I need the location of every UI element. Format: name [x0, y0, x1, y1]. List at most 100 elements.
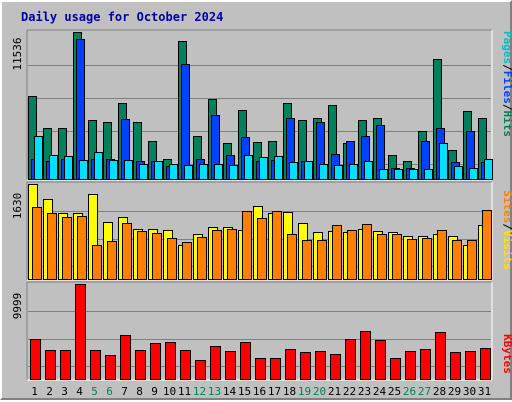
x-tick-label-day-22: 22 [343, 385, 356, 398]
bar-kbytes-day-25 [390, 358, 401, 380]
side-label-top: Pages/Files/Hits [501, 31, 512, 137]
bar-pages-day-25 [394, 169, 403, 180]
bar-sites-day-16 [257, 218, 267, 280]
bar-kbytes-day-30 [465, 351, 476, 380]
bar-sites-day-14 [227, 229, 237, 280]
bar-kbytes-day-31 [480, 348, 491, 380]
x-tick-label-day-28: 28 [433, 385, 446, 398]
bar-sites-day-22 [347, 230, 357, 280]
panel-3: 9999 [11, 281, 493, 381]
x-tick-label-day-12: 12 [193, 385, 206, 398]
bar-sites-day-10 [167, 238, 177, 280]
bar-pages-day-29 [454, 166, 463, 180]
bar-pages-day-17 [274, 156, 283, 180]
bar-pages-day-28 [439, 143, 448, 180]
bar-sites-day-30 [467, 240, 477, 280]
bar-sites-day-28 [437, 230, 447, 280]
panel-2: 1630 [11, 181, 493, 281]
bar-kbytes-day-21 [330, 354, 341, 380]
side-label-middle: Sites/Visits [501, 190, 512, 270]
x-tick-label-day-2: 2 [46, 385, 53, 398]
bar-sites-day-6 [107, 241, 117, 280]
bar-pages-day-24 [379, 169, 388, 180]
side-label-part: KBytes [501, 334, 512, 374]
bar-pages-day-8 [139, 164, 148, 180]
x-tick-label-day-18: 18 [283, 385, 296, 398]
x-tick-label-day-9: 9 [151, 385, 158, 398]
x-tick-label-day-23: 23 [358, 385, 371, 398]
bar-pages-day-7 [124, 160, 133, 180]
bar-kbytes-day-18 [285, 349, 296, 380]
x-tick-label-day-13: 13 [208, 385, 221, 398]
bar-sites-day-23 [362, 224, 372, 280]
y-axis-max-label: 11536 [11, 37, 24, 70]
bar-pages-day-22 [349, 164, 358, 180]
bar-kbytes-day-15 [240, 342, 251, 380]
x-tick-label-day-7: 7 [121, 385, 128, 398]
bar-pages-day-11 [184, 165, 193, 180]
bar-kbytes-day-17 [270, 358, 281, 380]
x-tick-label-day-4: 4 [76, 385, 83, 398]
bar-sites-day-21 [332, 225, 342, 280]
x-tick-label-day-24: 24 [373, 385, 387, 398]
bar-kbytes-day-4 [75, 284, 86, 380]
x-tick-label-day-10: 10 [163, 385, 176, 398]
bar-kbytes-day-10 [165, 342, 176, 380]
bar-sites-day-12 [197, 237, 207, 280]
bar-sites-day-15 [242, 211, 252, 280]
bar-pages-day-14 [229, 165, 238, 180]
y-axis-max-label: 1630 [11, 193, 24, 220]
bar-sites-day-27 [422, 238, 432, 280]
bar-sites-day-13 [212, 230, 222, 280]
bar-kbytes-day-22 [345, 339, 356, 380]
bar-pages-day-27 [424, 169, 433, 180]
x-tick-label-day-14: 14 [223, 385, 237, 398]
bar-pages-day-4 [79, 160, 88, 180]
bar-pages-day-23 [364, 161, 373, 180]
bar-pages-day-5 [94, 152, 103, 180]
bar-kbytes-day-8 [135, 350, 146, 380]
bar-sites-day-19 [302, 240, 312, 280]
bar-kbytes-day-1 [30, 339, 41, 380]
x-tick-label-day-8: 8 [136, 385, 143, 398]
x-tick-label-day-1: 1 [31, 385, 38, 398]
bar-pages-day-1 [34, 136, 43, 180]
x-tick-label-day-30: 30 [463, 385, 476, 398]
bar-kbytes-day-14 [225, 351, 236, 380]
bar-kbytes-day-5 [90, 350, 101, 380]
bar-sites-day-24 [377, 234, 387, 280]
bar-pages-day-31 [484, 159, 493, 180]
bar-kbytes-day-19 [300, 352, 311, 380]
bar-pages-day-6 [109, 160, 118, 180]
side-label-bottom: KBytes [501, 334, 512, 374]
x-tick-label-day-31: 31 [478, 385, 491, 398]
bar-sites-day-1 [32, 207, 42, 280]
bar-sites-day-17 [272, 211, 282, 280]
bar-files-day-4 [76, 39, 85, 180]
bar-sites-day-11 [182, 242, 192, 280]
bar-kbytes-day-13 [210, 346, 221, 380]
side-label-part: Pages [501, 31, 512, 64]
x-tick-label-day-17: 17 [268, 385, 281, 398]
chart-panels: 11536 1630 9999 [11, 29, 493, 381]
bar-sites-day-8 [137, 231, 147, 280]
bar-pages-day-3 [64, 156, 73, 180]
bar-sites-day-18 [287, 234, 297, 280]
bar-sites-day-3 [62, 217, 72, 280]
bar-pages-day-26 [409, 169, 418, 180]
x-tick-label-day-29: 29 [448, 385, 461, 398]
x-tick-label-day-5: 5 [91, 385, 98, 398]
bar-sites-day-20 [317, 240, 327, 280]
bar-kbytes-day-11 [180, 350, 191, 380]
side-label-part: Visits [501, 230, 512, 270]
bar-pages-day-20 [319, 164, 328, 180]
x-tick-label-day-16: 16 [253, 385, 266, 398]
x-tick-label-day-25: 25 [388, 385, 401, 398]
x-tick-label-day-15: 15 [238, 385, 251, 398]
bar-pages-day-21 [334, 165, 343, 180]
bar-pages-day-16 [259, 157, 268, 180]
bar-sites-day-5 [92, 245, 102, 280]
bar-kbytes-day-3 [60, 350, 71, 380]
bar-kbytes-day-26 [405, 351, 416, 380]
